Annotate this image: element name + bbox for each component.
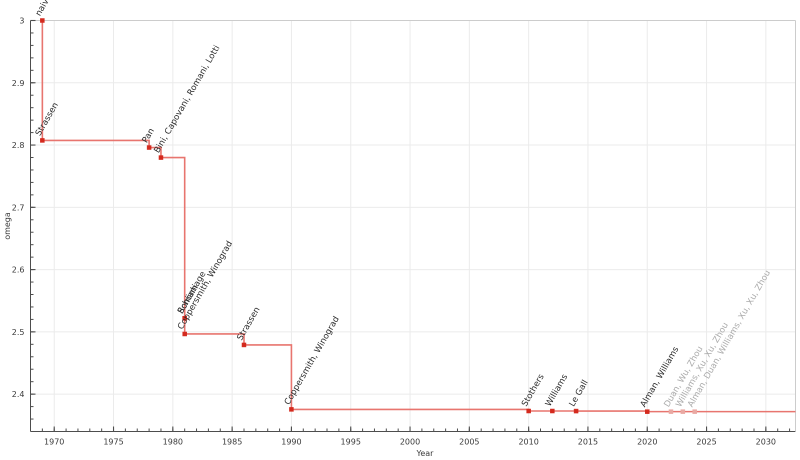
x-axis-tick-label: 2030: [756, 438, 776, 447]
x-axis-tick-label: 2000: [400, 438, 420, 447]
data-point-marker[interactable]: [644, 409, 650, 414]
data-point-label: Le Gall: [568, 378, 591, 408]
axis-ticks: [30, 19, 791, 432]
y-axis-tick-labels: 2.4 2.5 2.6 2.7 2.8 2.9 3: [12, 17, 25, 400]
y-axis-tick-label: 2.6: [12, 266, 25, 275]
omega-step-line: [41, 20, 796, 413]
x-axis-tick-label: 1995: [341, 438, 361, 447]
x-axis-tick-label: 2005: [459, 438, 479, 447]
y-axis-tick-label: 2.9: [12, 79, 25, 88]
plot-frame: [30, 20, 796, 432]
data-point-marker[interactable]: [158, 155, 164, 160]
grid-lines: [30, 20, 796, 432]
x-axis-tick-label: 1980: [163, 438, 183, 447]
y-axis-title: omega: [3, 212, 12, 240]
x-axis-tick-labels: 1970 1975 1980 1985 1990 1995 2000 2005 2010 2015…: [44, 438, 776, 447]
x-axis-tick-label: 1975: [103, 438, 123, 447]
data-point-marker[interactable]: [40, 18, 45, 23]
data-point-label: Bini, Capovani, Romani, Lotti: [152, 44, 222, 155]
data-point-label: Pan: [141, 127, 157, 145]
data-point-marker[interactable]: [40, 138, 45, 143]
x-axis-tick-label: 2010: [518, 438, 538, 447]
data-point-marker[interactable]: [241, 342, 247, 348]
x-axis-tick-label: 2015: [578, 438, 598, 447]
data-point-marker[interactable]: [182, 316, 187, 321]
data-point-marker[interactable]: [668, 409, 674, 414]
x-axis-tick-label: 1970: [44, 438, 64, 447]
data-point-marker[interactable]: [526, 408, 531, 414]
y-axis-tick-label: 2.5: [12, 328, 25, 337]
data-point-marker[interactable]: [289, 407, 294, 412]
data-point-marker[interactable]: [680, 409, 686, 414]
data-point-label: Williams, Xu, Xu, Zhou: [674, 321, 731, 409]
y-axis-tick-label: 3: [19, 17, 24, 26]
data-point-label: naive: [34, 0, 54, 18]
data-point-label: Strassen: [34, 101, 61, 138]
data-point-marker[interactable]: [550, 408, 555, 414]
x-axis-tick-label: 1990: [281, 438, 301, 447]
y-axis-tick-label: 2.7: [12, 203, 25, 212]
data-point-marker[interactable]: [182, 331, 187, 337]
x-axis-tick-label: 2025: [696, 438, 716, 447]
data-point-markers: [40, 18, 697, 414]
y-axis-tick-label: 2.8: [12, 141, 25, 150]
data-point-label: Alman, Duan, Williams, Xu, Xu, Zhou: [686, 269, 773, 409]
data-point-marker[interactable]: [692, 409, 697, 414]
x-axis-title: Year: [416, 449, 435, 458]
data-point-marker[interactable]: [146, 145, 152, 150]
data-point-marker[interactable]: [573, 408, 579, 414]
x-axis-tick-label: 1985: [222, 438, 242, 447]
x-axis-tick-label: 2020: [637, 438, 657, 447]
y-axis-tick-label: 2.4: [12, 390, 25, 399]
data-point-label: Strassen: [235, 305, 262, 342]
data-point-label: Williams: [544, 372, 571, 408]
data-point-label: Stothers: [520, 372, 547, 408]
